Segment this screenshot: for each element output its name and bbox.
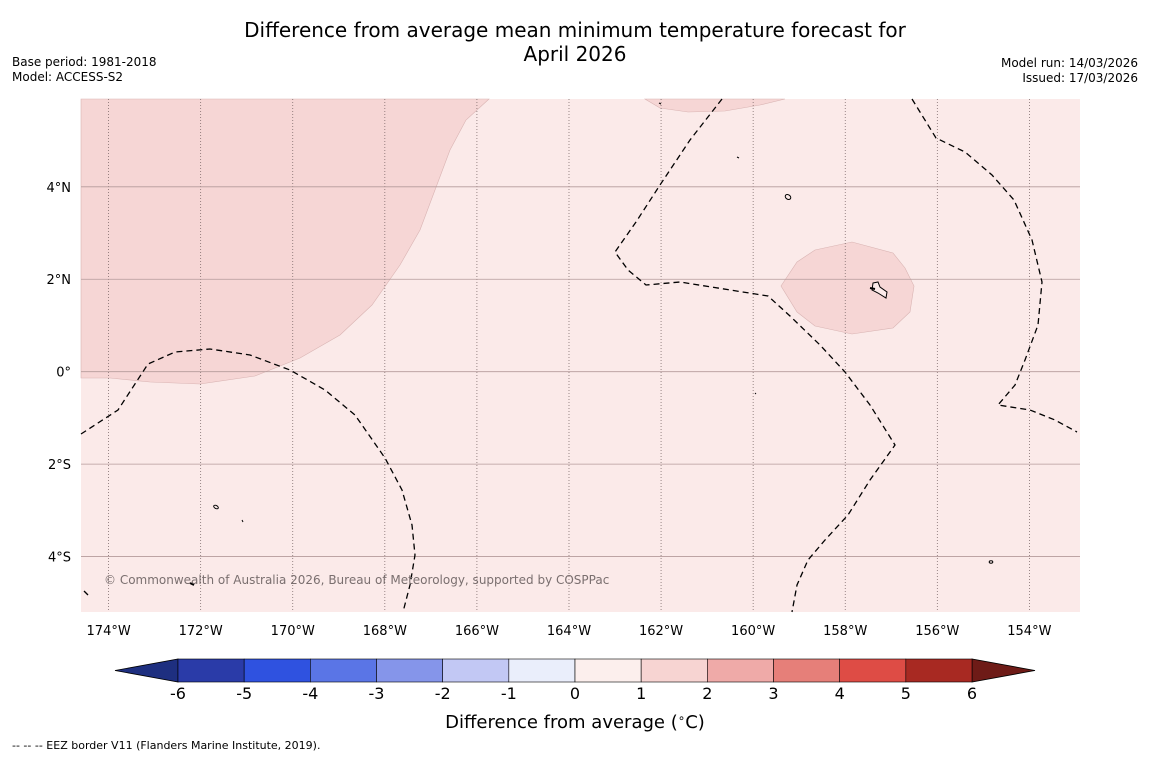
island	[988, 560, 994, 564]
issued-date: Issued: 17/03/2026	[1022, 71, 1138, 85]
longitude-label: 172°W	[179, 624, 223, 639]
colorbar-cell	[243, 658, 311, 683]
title-line-2: April 2026	[523, 42, 627, 66]
colorbar-tick-label: 1	[636, 684, 646, 703]
longitude-label: 166°W	[455, 624, 499, 639]
longitude-label: 168°W	[363, 624, 407, 639]
degree-symbol: ∘	[678, 711, 686, 725]
colorbar-extend-low	[114, 658, 179, 683]
colorbar-cell	[376, 658, 443, 683]
colorbar-ticks: -6 -5 -4 -3 -2 -1 0 1 2 3 4 5 6	[170, 684, 977, 703]
longitude-label: 154°W	[1007, 624, 1051, 639]
colorbar-cell	[508, 658, 576, 683]
base-period: Base period: 1981-2018	[12, 55, 157, 69]
meta-right: Model run: 14/03/2026 Issued: 17/03/2026	[1001, 56, 1138, 86]
longitude-label: 174°W	[87, 624, 131, 639]
colorbar-tick-label: 2	[702, 684, 712, 703]
colorbar-extend-high	[971, 658, 1036, 683]
island	[754, 392, 757, 395]
eez-border-east	[911, 98, 1078, 433]
colorbar-tick-label: 0	[570, 684, 580, 703]
colorbar-cells	[177, 658, 973, 683]
latitude-label: 2°N	[47, 273, 72, 288]
colorbar: -6 -5 -4 -3 -2 -1 0 1 2 3 4 5 6 Difference from aver…	[114, 658, 1036, 733]
colorbar-tick-label: -6	[170, 684, 186, 703]
longitude-label: 160°W	[731, 624, 775, 639]
colorbar-label-unit: C)	[685, 712, 705, 733]
island	[189, 582, 195, 586]
colorbar-cell	[442, 658, 510, 683]
islands	[189, 102, 994, 586]
title-line-1: Difference from average mean minimum tem…	[244, 18, 906, 42]
latitude-labels: 4°N 2°N 0° 2°S 4°S	[47, 181, 72, 566]
colorbar-tick-label: 3	[768, 684, 778, 703]
latitude-label: 4°S	[48, 551, 71, 566]
colorbar-label: Difference from average (∘C)	[445, 711, 705, 733]
colorbar-tick-label: -5	[236, 684, 252, 703]
colorbar-cell	[574, 658, 642, 683]
latitude-label: 0°	[56, 366, 71, 381]
colorbar-cell	[707, 658, 774, 683]
eez-borders	[80, 98, 1078, 613]
eez-border-fragment-west	[83, 590, 89, 596]
longitude-label: 156°W	[915, 624, 959, 639]
model-run: Model run: 14/03/2026	[1000, 56, 1138, 70]
colorbar-label-text: Difference from average (	[445, 712, 678, 733]
colorbar-cell	[640, 658, 708, 683]
island	[736, 156, 740, 159]
colorbar-cell	[905, 658, 973, 683]
copyright-notice: © Commonwealth of Australia 2026, Bureau…	[104, 573, 609, 587]
colorbar-tick-label: -4	[302, 684, 318, 703]
map-area: © Commonwealth of Australia 2026, Bureau…	[80, 98, 1080, 613]
island	[213, 504, 219, 510]
eez-border-central	[614, 98, 896, 613]
colorbar-tick-label: -1	[501, 684, 517, 703]
colorbar-cell	[773, 658, 840, 683]
colorbar-tick-label: -2	[435, 684, 451, 703]
colorbar-cell	[177, 658, 245, 683]
eez-footnote: -- -- -- EEZ border V11 (Flanders Marine…	[12, 739, 321, 752]
island	[784, 194, 792, 200]
longitude-label: 164°W	[547, 624, 591, 639]
latitude-label: 4°N	[47, 181, 72, 196]
colorbar-cell	[839, 658, 907, 683]
island-large	[871, 281, 888, 299]
longitude-label: 162°W	[639, 624, 683, 639]
warm-area-north	[643, 98, 786, 113]
colorbar-tick-label: 5	[901, 684, 911, 703]
longitude-labels: 174°W 172°W 170°W 168°W 166°W 164°W 162°W 160°W…	[87, 624, 1052, 639]
colorbar-tick-label: 4	[835, 684, 845, 703]
island	[241, 519, 244, 523]
colorbar-tick-label: -3	[369, 684, 385, 703]
island	[658, 102, 662, 105]
meta-left: Base period: 1981-2018 Model: ACCESS-S2	[12, 55, 157, 85]
warm-area-island	[780, 241, 915, 335]
latitude-gridlines	[81, 186, 1080, 557]
latitude-label: 2°S	[48, 458, 71, 473]
model-name: Model: ACCESS-S2	[12, 70, 124, 84]
eez-border-southwest	[80, 348, 416, 613]
island	[869, 287, 876, 290]
warm-area-northwest	[80, 98, 490, 385]
colorbar-cell	[310, 658, 377, 683]
longitude-label: 170°W	[271, 624, 315, 639]
longitude-label: 158°W	[823, 624, 867, 639]
colorbar-tick-label: 6	[967, 684, 977, 703]
map-title: Difference from average mean minimum tem…	[0, 18, 1150, 66]
